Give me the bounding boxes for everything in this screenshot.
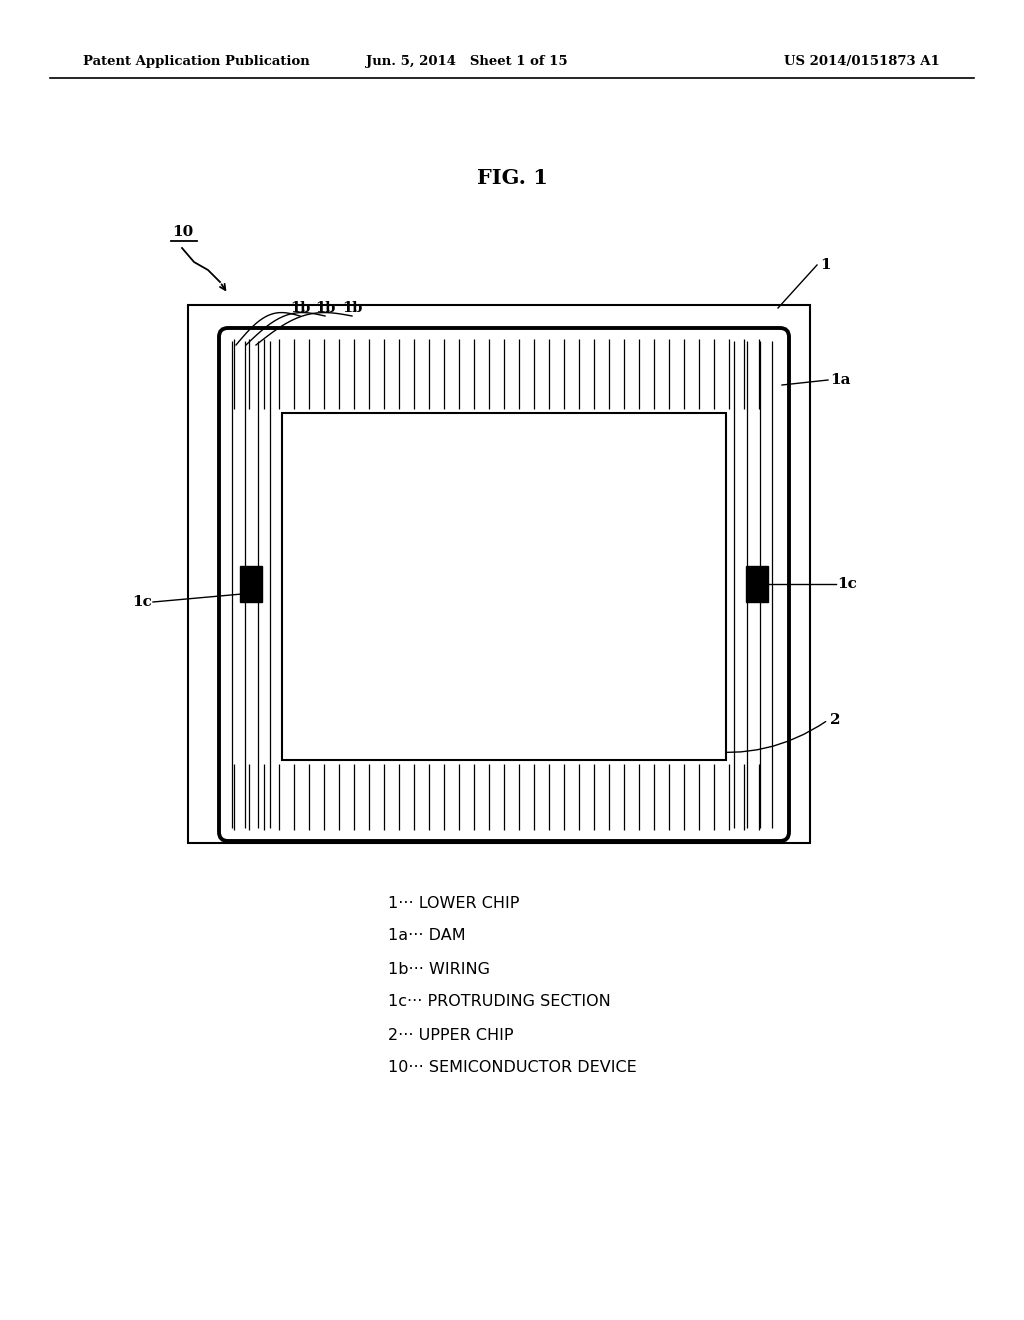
Bar [188,305,810,843]
Text: 1b: 1b [342,301,362,315]
Text: 2: 2 [830,713,841,727]
Text: 1··· LOWER CHIP: 1··· LOWER CHIP [388,895,519,911]
Text: 1c: 1c [132,595,152,609]
Text: 1b: 1b [314,301,335,315]
Text: 1c··· PROTRUDING SECTION: 1c··· PROTRUDING SECTION [388,994,610,1010]
Text: 1b··· WIRING: 1b··· WIRING [388,961,490,977]
Text: 1: 1 [820,257,830,272]
Bar [282,413,726,760]
Bar [746,566,768,602]
Text: FIG. 1: FIG. 1 [476,168,548,187]
Bar [240,566,262,602]
Text: Patent Application Publication: Patent Application Publication [83,55,309,69]
Text: 1a: 1a [830,374,851,387]
Text: 10··· SEMICONDUCTOR DEVICE: 10··· SEMICONDUCTOR DEVICE [388,1060,637,1076]
Text: 1b: 1b [290,301,310,315]
FancyBboxPatch shape [219,327,790,841]
Text: 1c: 1c [837,577,857,591]
Text: US 2014/0151873 A1: US 2014/0151873 A1 [784,55,940,69]
Text: 1a··· DAM: 1a··· DAM [388,928,466,944]
Text: Jun. 5, 2014   Sheet 1 of 15: Jun. 5, 2014 Sheet 1 of 15 [367,55,568,69]
Text: 2··· UPPER CHIP: 2··· UPPER CHIP [388,1027,513,1043]
Text: 10: 10 [172,224,194,239]
